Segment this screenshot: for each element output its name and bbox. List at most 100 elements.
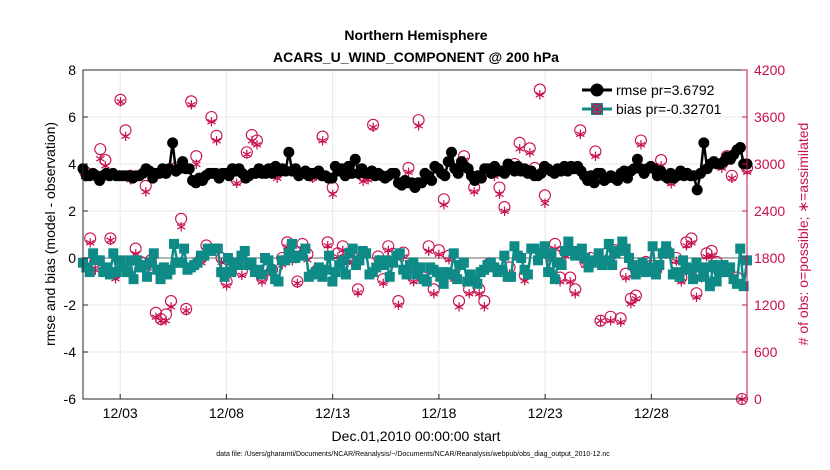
obs-possible-point [205, 110, 218, 124]
obs-possible-point [538, 189, 551, 202]
bias-point [613, 245, 624, 256]
obs-possible-point [316, 130, 329, 143]
bias-point [637, 257, 648, 268]
obs-possible-point [99, 154, 112, 167]
obs-possible-point [427, 283, 440, 296]
rmse-point [588, 177, 600, 189]
obs-assimilated-point: ∗ [614, 314, 627, 331]
obs-possible-point [478, 295, 491, 308]
obs-possible-point [725, 169, 738, 182]
obs-assimilated-point: ∗ [94, 151, 107, 168]
bias-point [394, 248, 405, 259]
bias-point [354, 255, 365, 266]
bias-point [735, 243, 746, 254]
x-tick-label: 12/23 [528, 405, 563, 421]
bias-point [340, 269, 351, 280]
bias-point [715, 267, 726, 278]
bias-point [499, 250, 510, 261]
obs-assimilated-point: ∗ [433, 246, 446, 263]
obs-possible-point [159, 308, 173, 321]
bias-point [620, 243, 631, 254]
obs-assimilated-point: ∗ [478, 299, 491, 316]
obs-assimilated-point: ∗ [104, 232, 117, 249]
y-axis-label-left: rmse and bias (model - observation) [42, 122, 58, 346]
bias-point [546, 248, 557, 259]
bias-point [452, 274, 463, 285]
bias-point [165, 264, 176, 275]
rmse-point [734, 142, 746, 154]
right-tick-label: 2400 [754, 203, 785, 219]
bias-point [128, 274, 139, 285]
legend-bias-marker [591, 103, 603, 115]
obs-assimilated-point: ∗ [513, 140, 526, 157]
rmse-point [326, 172, 338, 184]
obs-possible-point [634, 134, 647, 147]
bias-point [654, 260, 665, 271]
bias-point [563, 236, 574, 247]
rmse-point [439, 170, 451, 182]
obs-assimilated-point: ∗ [438, 197, 451, 214]
bias-point [324, 250, 335, 261]
obs-assimilated-point: ∗ [251, 136, 264, 153]
bias-point [664, 248, 675, 259]
bias-point [145, 257, 156, 268]
bias-point [684, 264, 695, 275]
obs-possible-point [437, 193, 450, 206]
obs-possible-point [94, 143, 107, 156]
bias-point [280, 255, 291, 266]
obs-assimilated-point: ∗ [463, 285, 476, 302]
obs-assimilated-point: ∗ [564, 274, 577, 291]
obs-possible-point [392, 295, 405, 308]
obs-possible-point [614, 312, 627, 325]
bias-point [199, 250, 210, 261]
chart-title-line2: ACARS_U_WIND_COMPONENT @ 200 hPa [273, 49, 559, 65]
bias-point [337, 255, 348, 266]
bias-point [657, 248, 668, 259]
bias-point [138, 260, 149, 271]
obs-possible-point [412, 114, 425, 127]
rmse-point [691, 184, 703, 196]
right-tick-label: 3600 [754, 109, 785, 125]
bias-point [155, 274, 166, 285]
right-tick-label: 1800 [754, 250, 785, 266]
bias-point [529, 243, 540, 254]
obs-assimilated-point: ∗ [569, 285, 582, 302]
obs-assimilated-point: ∗ [392, 297, 405, 314]
obs-possible-point [569, 283, 582, 296]
obs-possible-point [84, 232, 97, 245]
bias-point [677, 255, 688, 266]
obs-possible-point [402, 161, 415, 174]
bias-point [647, 241, 658, 252]
obs-assimilated-point: ∗ [534, 86, 547, 103]
obs-assimilated-point: ∗ [690, 289, 703, 306]
obs-possible-point [175, 212, 188, 225]
bias-point [462, 276, 473, 287]
bias-point [94, 255, 105, 266]
obs-assimilated-point: ∗ [84, 234, 97, 251]
bias-point [256, 269, 267, 280]
obs-possible-point [240, 146, 253, 159]
obs-possible-point [190, 150, 203, 163]
obs-assimilated-point: ∗ [160, 313, 173, 330]
right-tick-label: 1200 [754, 297, 785, 313]
bias-point [347, 243, 358, 254]
bias-point [435, 271, 446, 282]
bias-point [233, 260, 244, 271]
bias-point [516, 253, 527, 263]
bias-point [472, 278, 483, 289]
obs-possible-point [493, 181, 506, 194]
rmse-point [446, 146, 458, 158]
legend-rmse-label: rmse pr=3.6792 [616, 82, 715, 98]
bias-point [593, 248, 604, 259]
obs-possible-point [185, 95, 198, 108]
obs-assimilated-point: ∗ [150, 309, 163, 326]
bias-point [522, 269, 533, 280]
obs-possible-point [367, 118, 380, 131]
right-tick-label: 4200 [754, 62, 785, 78]
chart-title-line1: Northern Hemisphere [344, 27, 487, 43]
left-tick-label: 6 [68, 109, 76, 125]
bias-point [152, 264, 163, 275]
bias-point [559, 245, 570, 256]
bias-point [458, 257, 469, 268]
obs-possible-point [210, 129, 223, 142]
